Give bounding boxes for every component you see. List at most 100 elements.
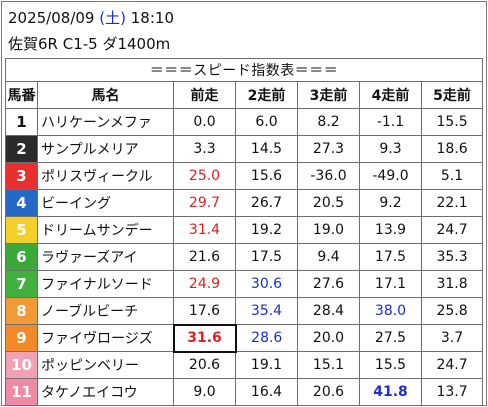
table-row: 1 ハリケーンメファ 0.0 6.0 8.2 -1.1 15.5 xyxy=(5,108,484,136)
speed-index-cell: 17.5 xyxy=(359,243,422,271)
speed-index-cell: 20.6 xyxy=(297,378,360,406)
speed-index-cell: 15.5 xyxy=(420,108,484,136)
speed-index-cell: 19.0 xyxy=(297,216,360,244)
speed-index-cell: 31.6 xyxy=(172,323,237,353)
speed-index-cell: 22.1 xyxy=(420,189,484,217)
horse-number-cell: 2 xyxy=(5,135,38,163)
speed-index-cell: 20.5 xyxy=(297,189,360,217)
table-row: 8 ノーブルビーチ 17.6 35.4 28.4 38.0 25.8 xyxy=(5,297,484,325)
speed-index-cell: 9.0 xyxy=(173,378,236,406)
table-row: 10 ポッピンベリー 20.6 19.1 15.1 15.5 24.7 xyxy=(5,351,484,379)
table-row: 11 タケノエイコウ 9.0 16.4 20.6 41.8 13.7 xyxy=(5,378,484,406)
speed-index-cell: 24.7 xyxy=(420,216,484,244)
speed-index-cell: -36.0 xyxy=(297,162,360,190)
table-row: 7 ファイナルソード 24.9 30.6 27.6 17.1 31.8 xyxy=(5,270,484,298)
speed-index-cell: 14.5 xyxy=(235,135,298,163)
speed-index-cell: 6.0 xyxy=(235,108,298,136)
race-info: 佐賀6R C1-5 ダ1400m xyxy=(8,35,171,53)
day-of-week: (土) xyxy=(99,9,126,27)
speed-index-cell: 20.6 xyxy=(173,351,236,379)
col-header-number: 馬番 xyxy=(5,81,38,109)
speed-index-cell: 15.6 xyxy=(235,162,298,190)
speed-index-cell: 30.6 xyxy=(235,270,298,298)
speed-index-cell: 8.2 xyxy=(297,108,360,136)
horse-number-cell: 8 xyxy=(5,297,38,325)
horse-number-cell: 7 xyxy=(5,270,38,298)
col-header-4-races-ago: 4走前 xyxy=(359,81,422,109)
horse-number-cell: 1 xyxy=(5,108,38,136)
horse-number-cell: 4 xyxy=(5,189,38,217)
horse-number-cell: 9 xyxy=(5,324,38,352)
horse-name-cell: ラヴァーズアイ xyxy=(37,243,174,271)
table-title: ＝＝＝スピード指数表＝＝＝ xyxy=(4,58,484,82)
speed-index-cell: 18.6 xyxy=(420,135,484,163)
speed-index-cell: 31.4 xyxy=(173,216,236,244)
horse-name-cell: ファイナルソード xyxy=(37,270,174,298)
speed-index-cell: 9.2 xyxy=(359,189,422,217)
post-time: 18:10 xyxy=(130,9,174,27)
col-header-2-races-ago: 2走前 xyxy=(235,81,298,109)
col-header-horse-name: 馬名 xyxy=(37,81,174,109)
speed-index-cell: 35.3 xyxy=(420,243,484,271)
speed-index-cell: 31.8 xyxy=(420,270,484,298)
table-row: 4 ビーイング 29.7 26.7 20.5 9.2 22.1 xyxy=(5,189,484,217)
col-header-5-races-ago: 5走前 xyxy=(420,81,484,109)
table-row: 6 ラヴァーズアイ 21.6 17.5 9.4 17.5 35.3 xyxy=(5,243,484,271)
horse-name-cell: サンプルメリア xyxy=(37,135,174,163)
speed-index-cell: 15.5 xyxy=(359,351,422,379)
speed-index-cell: 15.1 xyxy=(297,351,360,379)
horse-name-cell: ドリームサンデー xyxy=(37,216,174,244)
col-header-3-races-ago: 3走前 xyxy=(297,81,360,109)
horse-name-cell: ノーブルビーチ xyxy=(37,297,174,325)
speed-index-cell: 38.0 xyxy=(359,297,422,325)
speed-index-cell: 21.6 xyxy=(173,243,236,271)
speed-index-cell: 25.8 xyxy=(420,297,484,325)
table-row: 5 ドリームサンデー 31.4 19.2 19.0 13.9 24.7 xyxy=(5,216,484,244)
speed-index-cell: -49.0 xyxy=(359,162,422,190)
horse-name-cell: タケノエイコウ xyxy=(37,378,174,406)
table-row: 2 サンプルメリア 3.3 14.5 27.3 9.3 18.6 xyxy=(5,135,484,163)
horse-name-cell: ビーイング xyxy=(37,189,174,217)
table-header-row: 馬番 馬名 前走 2走前 3走前 4走前 5走前 xyxy=(5,81,484,109)
speed-index-cell: 28.6 xyxy=(235,324,298,352)
speed-index-cell: 20.0 xyxy=(297,324,360,352)
table-title-row: ＝＝＝スピード指数表＝＝＝ xyxy=(4,58,484,82)
table-row: 9 ファイヴロージズ 31.6 28.6 20.0 27.5 3.7 xyxy=(5,323,484,353)
speed-index-cell: 27.5 xyxy=(359,324,422,352)
col-header-last-race: 前走 xyxy=(173,81,236,109)
speed-index-cell: 13.7 xyxy=(420,378,484,406)
date-time-line: 2025/08/09 (土) 18:10 xyxy=(8,8,174,28)
speed-index-cell: 17.5 xyxy=(235,243,298,271)
speed-index-cell: 27.6 xyxy=(297,270,360,298)
speed-index-cell: 9.4 xyxy=(297,243,360,271)
speed-index-cell: 5.1 xyxy=(420,162,484,190)
speed-index-cell: 28.4 xyxy=(297,297,360,325)
table-row: 3 ポリスヴィークル 25.0 15.6 -36.0 -49.0 5.1 xyxy=(5,162,484,190)
speed-index-cell: 3.3 xyxy=(173,135,236,163)
horse-number-cell: 3 xyxy=(5,162,38,190)
speed-index-cell: 29.7 xyxy=(173,189,236,217)
race-date: 2025/08/09 xyxy=(8,9,95,27)
horse-number-cell: 6 xyxy=(5,243,38,271)
horse-name-cell: ポッピンベリー xyxy=(37,351,174,379)
speed-index-cell: 0.0 xyxy=(173,108,236,136)
speed-index-cell: -1.1 xyxy=(359,108,422,136)
horse-number-cell: 5 xyxy=(5,216,38,244)
horse-number-cell: 11 xyxy=(5,378,38,406)
horse-name-cell: ポリスヴィークル xyxy=(37,162,174,190)
horse-name-cell: ハリケーンメファ xyxy=(37,108,174,136)
speed-index-cell: 25.0 xyxy=(173,162,236,190)
horse-name-cell: ファイヴロージズ xyxy=(37,324,174,352)
speed-index-cell: 16.4 xyxy=(235,378,298,406)
speed-index-cell: 27.3 xyxy=(297,135,360,163)
speed-index-cell: 17.1 xyxy=(359,270,422,298)
speed-index-cell: 24.7 xyxy=(420,351,484,379)
speed-index-cell: 13.9 xyxy=(359,216,422,244)
speed-index-cell: 19.1 xyxy=(235,351,298,379)
speed-index-table: ＝＝＝スピード指数表＝＝＝ 馬番 馬名 前走 2走前 3走前 4走前 5走前 1… xyxy=(4,58,484,406)
speed-index-cell: 24.9 xyxy=(173,270,236,298)
speed-index-cell: 26.7 xyxy=(235,189,298,217)
speed-index-cell: 3.7 xyxy=(420,324,484,352)
speed-index-cell: 9.3 xyxy=(359,135,422,163)
speed-index-cell: 35.4 xyxy=(235,297,298,325)
